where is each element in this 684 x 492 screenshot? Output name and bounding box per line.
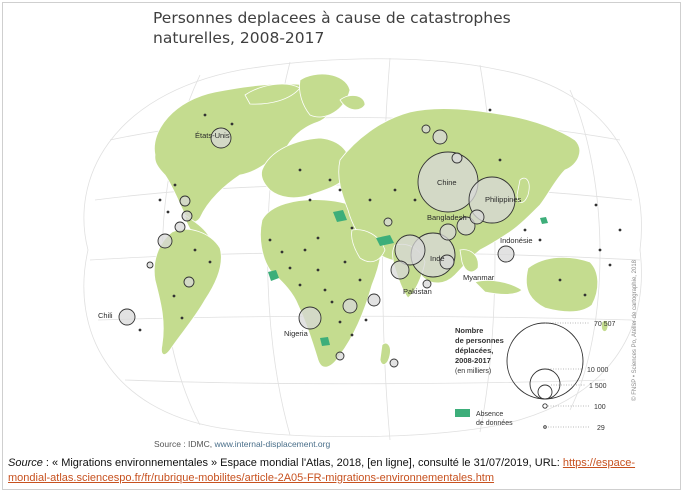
bubble-iran (383, 217, 393, 227)
legend-circle-1500 (537, 384, 553, 400)
bubble-taiwan (469, 209, 485, 225)
bubble-bangladesh (394, 234, 426, 266)
bubble-chili (118, 308, 136, 326)
legend-absence-line-2: de données (476, 420, 513, 427)
label-inde: Inde (430, 254, 445, 263)
legend-title-line-4: 2008-2017 (455, 356, 491, 365)
legend-title-line-1: Nombre (455, 326, 483, 335)
legend-subtitle: (en milliers) (455, 368, 491, 375)
legend-circle-10000 (529, 368, 561, 400)
bubble-usa (210, 127, 232, 149)
citation-text: : « Migrations environnementales » Espac… (42, 457, 563, 469)
label-bangladesh: Bangladesh (427, 213, 467, 222)
legend-absence-line-1: Absence (476, 411, 503, 418)
bubble-korea (451, 152, 463, 164)
legend-circle-100 (542, 403, 548, 409)
credit-text: © FNSP • Sciences Po, Atelier de cartogr… (632, 260, 638, 401)
bubble-vietnam (456, 216, 476, 236)
legend-value-29: 29 (597, 425, 605, 432)
map-title: Personnes deplacees à cause de catastrop… (153, 9, 511, 47)
bubble-mozambique (335, 351, 345, 361)
bubble-haiti (174, 221, 186, 233)
bubble-russia (421, 124, 431, 134)
legend-absence-swatch (455, 409, 470, 417)
bubble-thai (439, 223, 457, 241)
legend-value-1500: 1 500 (589, 383, 607, 390)
source-label: Source : IDMC, (154, 439, 215, 449)
legend-value-70507: 70 507 (594, 321, 616, 328)
label-indonesie: Indonésie (500, 236, 533, 245)
bubble-cuba (181, 210, 193, 222)
bubble-sri-lanka (422, 279, 432, 289)
bubble-kenya (342, 298, 358, 314)
label-philippines: Philippines (485, 195, 522, 204)
bubble-mexico (179, 195, 191, 207)
label-chine: Chine (437, 178, 457, 187)
bubble-myanmar (439, 254, 455, 270)
label-nigeria: Nigeria (284, 329, 309, 338)
legend-title-line-2: de personnes (455, 336, 504, 345)
bubble-japan (432, 129, 448, 145)
bubble-somalia (367, 293, 381, 307)
label-myanmar: Myanmar (463, 273, 495, 282)
legend-circles (506, 322, 584, 429)
legend-title-line-3: déplacées, (455, 346, 493, 355)
legend-circle-29 (543, 425, 547, 429)
small-dots (138, 108, 622, 337)
bubble-nigeria (298, 306, 322, 330)
bubble-brazil (183, 276, 195, 288)
label-pakistan: Pakistan (403, 287, 432, 296)
legend-value-10000: 10 000 (587, 367, 609, 374)
bubble-pakistan (390, 260, 410, 280)
country-labels: États-Unis Chine Philippines Bangladesh … (98, 131, 533, 338)
bubble-peru (146, 261, 154, 269)
source-url: www.internal-displacement.org (214, 439, 331, 449)
citation-prefix: Source (8, 457, 43, 469)
map-source: Source : IDMC, www.internal-displacement… (154, 439, 330, 449)
no-data-areas (268, 210, 548, 346)
citation: Source : « Migrations environnementales … (8, 456, 676, 485)
bubble-indonesie (497, 245, 515, 263)
citation-link[interactable]: https://espace-mondial-atlas.sciencespo.… (8, 457, 636, 484)
label-chili: Chili (98, 311, 113, 320)
bubble-madagascar (389, 358, 399, 368)
label-etats-unis: États-Unis (195, 131, 230, 140)
legend-leaders (545, 322, 590, 428)
legend-value-100: 100 (594, 404, 606, 411)
bubble-colombia (157, 233, 173, 249)
legend: Nombre de personnes déplacées, 2008-2017… (455, 321, 616, 432)
displacement-bubbles (118, 124, 516, 368)
legend-circle-70507 (506, 322, 584, 400)
